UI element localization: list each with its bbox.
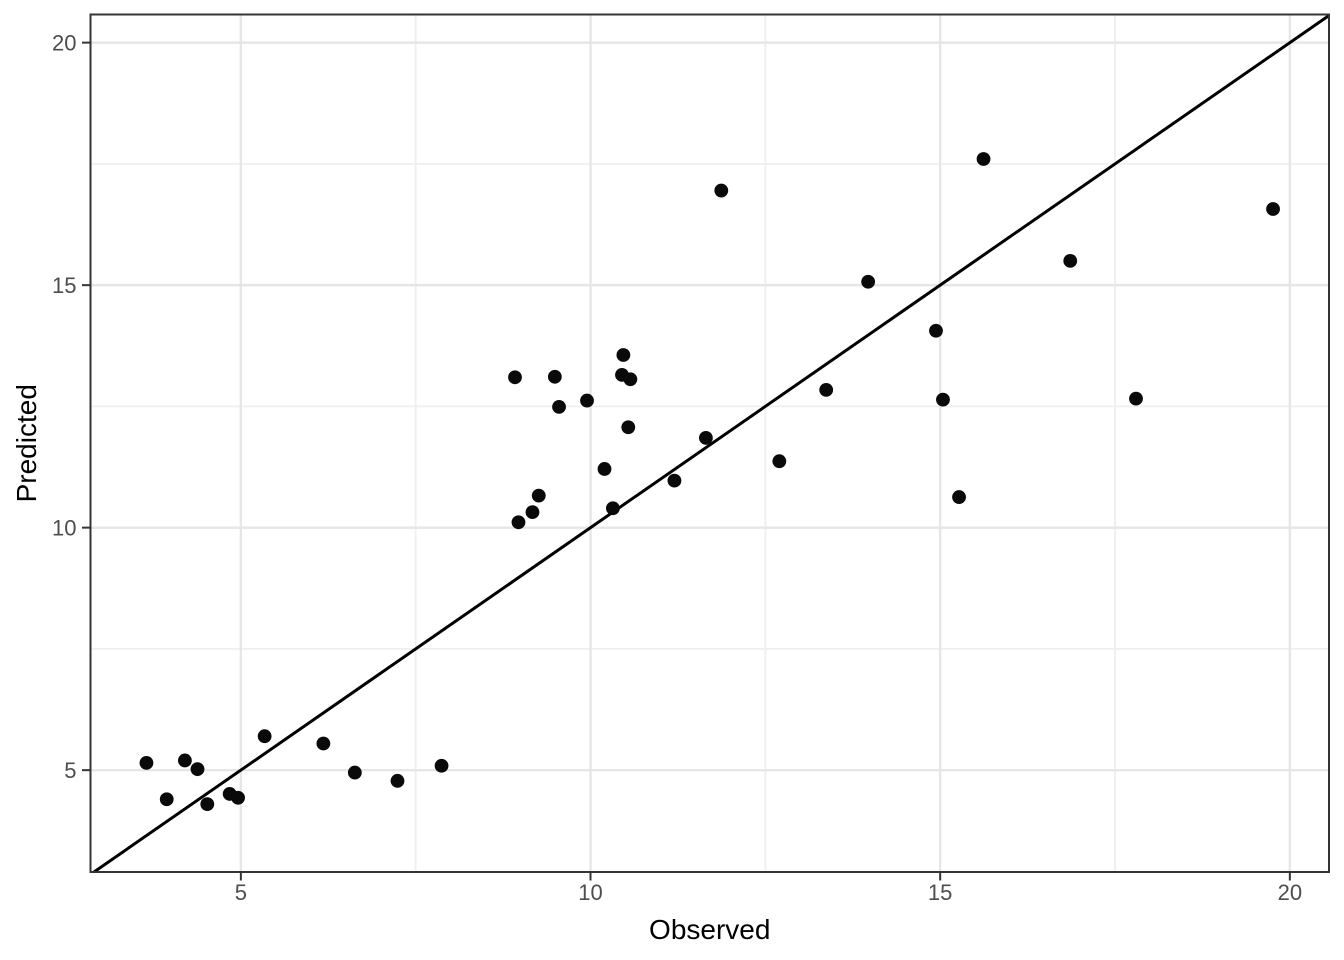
data-point (623, 372, 638, 387)
data-point (434, 758, 449, 773)
data-point (929, 323, 943, 338)
y-tick-label: 10 (52, 516, 76, 541)
x-tick-label: 10 (578, 880, 602, 905)
data-point (714, 183, 729, 198)
data-point (1063, 253, 1078, 268)
data-point (159, 792, 174, 807)
data-point (976, 152, 991, 166)
data-point (547, 369, 562, 384)
data-point (531, 488, 546, 503)
data-point (580, 393, 594, 408)
axis-ticks: 5 10 15 20 5 10 15 20 (52, 31, 1302, 905)
data-point (621, 420, 636, 435)
data-point (699, 431, 713, 445)
data-point (667, 473, 682, 488)
data-point (616, 348, 631, 362)
data-point (511, 515, 526, 530)
data-point (190, 762, 205, 777)
major-gridlines (90, 14, 1329, 872)
identity-line (93, 14, 1330, 874)
data-point (861, 274, 876, 289)
data-point (1266, 202, 1280, 216)
data-point (605, 501, 620, 516)
x-tick-label: 20 (1278, 880, 1302, 905)
data-point (390, 773, 405, 788)
data-point (347, 765, 362, 780)
x-tick-label: 15 (928, 880, 952, 905)
data-point (200, 797, 215, 811)
data-point (597, 462, 612, 476)
y-tick-label: 20 (52, 31, 76, 56)
y-tick-label: 15 (52, 273, 76, 298)
y-axis-title: Predicted (11, 384, 42, 502)
data-point (936, 392, 950, 407)
panel-border (89, 13, 1330, 873)
data-point (178, 753, 192, 768)
data-point (316, 736, 331, 751)
data-point (1129, 391, 1143, 406)
data-point (525, 505, 540, 520)
data-point (139, 755, 154, 770)
minor-gridlines (90, 14, 1329, 872)
data-point (772, 454, 787, 469)
data-point (952, 490, 966, 504)
data-point (508, 370, 522, 385)
data-point (257, 729, 272, 744)
data-point (819, 382, 834, 397)
x-tick-label: 5 (235, 880, 247, 905)
data-point (552, 399, 566, 414)
data-point (231, 790, 245, 805)
x-axis-title: Observed (649, 914, 770, 945)
y-tick-label: 5 (64, 758, 76, 783)
data-points (139, 152, 1280, 811)
